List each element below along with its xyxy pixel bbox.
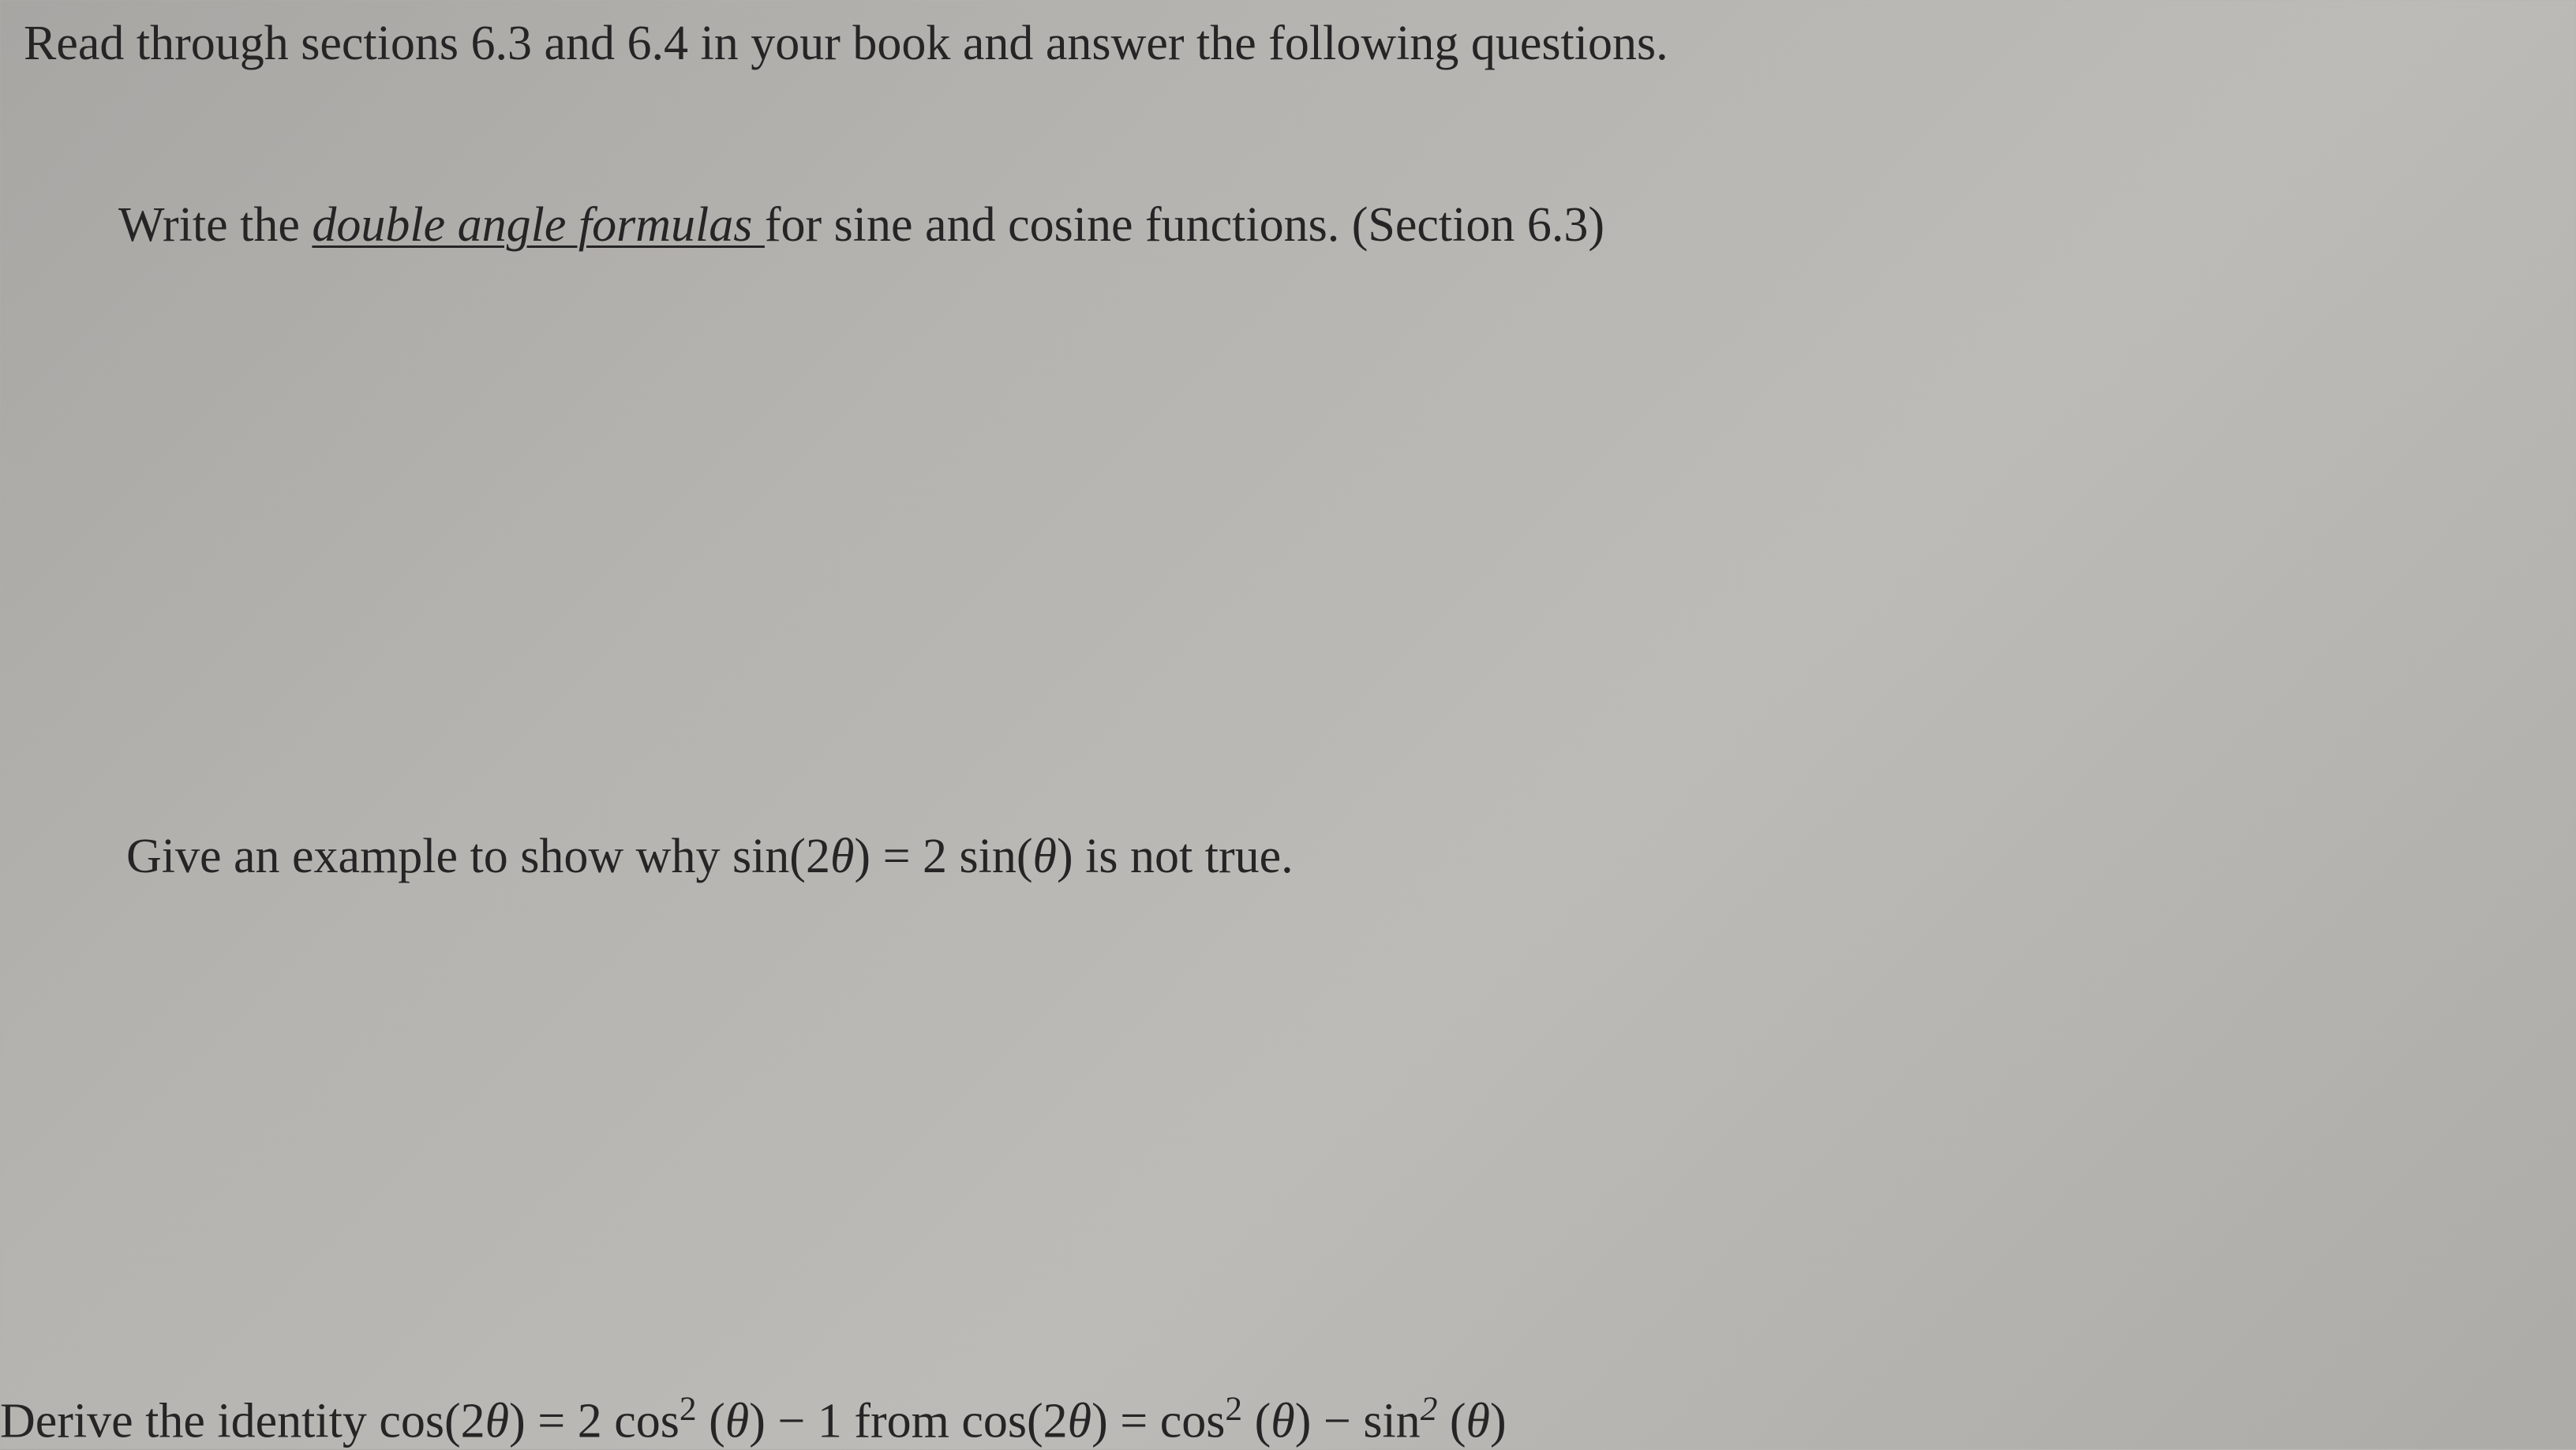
- q2-theta1: θ: [830, 830, 854, 883]
- q3-mid6: ) − sin: [1295, 1395, 1421, 1448]
- q1-prefix: Write the: [118, 198, 312, 252]
- q3-mid5: (: [1242, 1395, 1271, 1448]
- q3-prefix: Derive the identity cos(2: [0, 1395, 485, 1448]
- q3-theta5: θ: [1466, 1395, 1490, 1448]
- q3-theta2: θ: [725, 1395, 749, 1448]
- instruction-content: Read through sections 6.3 and 6.4 in you…: [24, 17, 1668, 70]
- q3-sup3: 2: [1421, 1390, 1438, 1428]
- q1-suffix: for sine and cosine functions. (Section …: [765, 198, 1604, 252]
- q2-theta2: θ: [1033, 830, 1057, 883]
- q1-emphasis: double angle formulas: [312, 198, 764, 252]
- q3-mid4: ) = cos: [1091, 1395, 1225, 1448]
- instruction-text: Read through sections 6.3 and 6.4 in you…: [24, 16, 1668, 72]
- question-2: Give an example to show why sin(2θ) = 2 …: [126, 829, 1294, 885]
- question-3: Derive the identity cos(2θ) = 2 cos2 (θ)…: [0, 1389, 1507, 1450]
- q3-end: ): [1490, 1395, 1507, 1448]
- worksheet-page: Read through sections 6.3 and 6.4 in you…: [0, 0, 2576, 1449]
- q3-theta3: θ: [1068, 1395, 1091, 1448]
- q2-prefix: Give an example to show why sin(2: [126, 830, 830, 883]
- q3-sup2: 2: [1225, 1390, 1242, 1428]
- q3-mid7: (: [1437, 1395, 1466, 1448]
- q3-mid3: ) − 1 from cos(2: [749, 1395, 1067, 1448]
- q2-mid: ) = 2 sin(: [854, 830, 1032, 883]
- question-1: Write the double angle formulas for sine…: [118, 197, 1604, 253]
- q3-theta1: θ: [485, 1395, 509, 1448]
- q3-sup1: 2: [680, 1390, 697, 1428]
- q3-mid1: ) = 2 cos: [509, 1395, 680, 1448]
- q2-suffix: ) is not true.: [1057, 830, 1294, 883]
- q3-theta4: θ: [1271, 1395, 1294, 1448]
- q3-mid2: (: [697, 1395, 725, 1448]
